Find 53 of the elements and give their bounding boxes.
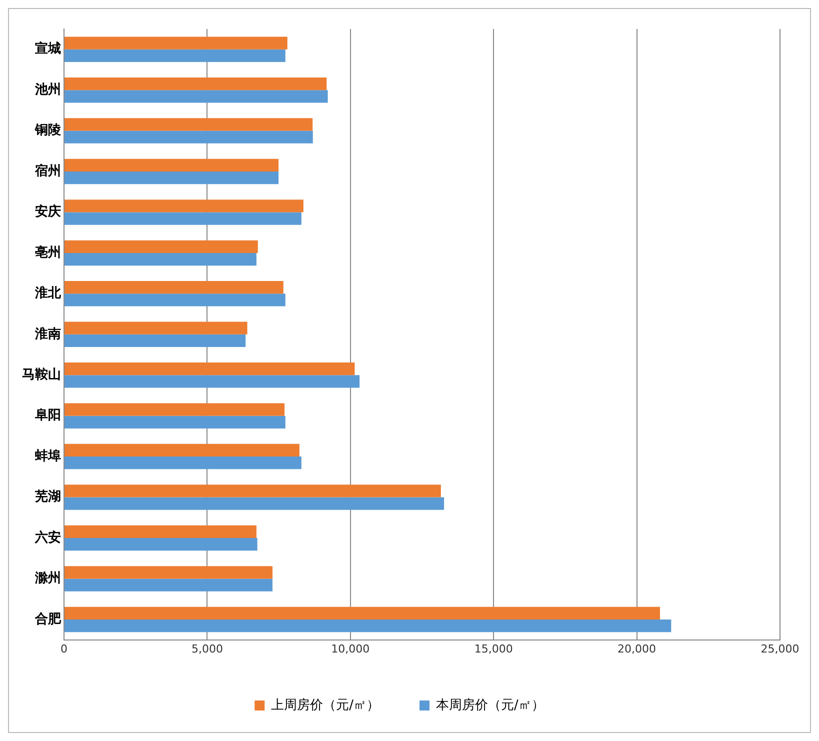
bar [64, 118, 313, 131]
bar [64, 334, 246, 348]
bar [64, 130, 313, 144]
x-tick-label: 20,000 [618, 642, 656, 656]
y-tick-label: 池州 [34, 82, 61, 98]
y-tick-label: 铜陵 [34, 123, 62, 138]
bar [64, 484, 441, 498]
bar [64, 281, 284, 294]
bar [64, 456, 302, 470]
y-tick-label: 淮南 [34, 326, 61, 342]
bar [64, 444, 300, 457]
bar [64, 158, 279, 172]
y-tick-label: 蚌埠 [34, 448, 61, 464]
bar [64, 294, 286, 306]
bar [64, 172, 279, 184]
y-tick-label: 安庆 [35, 204, 61, 220]
legend-label: 本周房价（元/㎡） [436, 696, 544, 713]
bar [64, 90, 328, 103]
bar [64, 375, 360, 388]
y-tick-label: 亳州 [35, 244, 61, 260]
bar [64, 252, 256, 266]
legend-label: 上周房价（元/㎡） [271, 696, 380, 713]
bar [64, 200, 304, 212]
x-tick-label: 0 [60, 642, 68, 656]
y-tick-label: 滁州 [34, 571, 61, 586]
y-tick-label: 芜湖 [34, 488, 61, 505]
bar [64, 578, 272, 592]
bar [64, 240, 258, 253]
y-tick-label: 马鞍山 [22, 366, 61, 382]
bar [64, 416, 286, 428]
bar [64, 362, 355, 376]
y-tick-label: 淮北 [34, 285, 62, 302]
bar [64, 322, 248, 334]
y-tick-label: 六安 [34, 529, 61, 546]
bar [64, 606, 660, 620]
x-tick-label: 5,000 [191, 642, 223, 656]
bar [64, 403, 285, 416]
x-tick-label: 10,000 [331, 642, 370, 656]
bar [64, 497, 444, 510]
y-tick-label: 宿州 [34, 162, 61, 179]
bar [64, 538, 258, 551]
y-tick-label: 合肥 [34, 610, 62, 627]
bar [64, 36, 288, 50]
bar [64, 525, 256, 538]
bar [64, 49, 286, 62]
bar [64, 566, 272, 579]
y-tick-label: 阜阳 [34, 408, 61, 424]
x-tick-label: 15,000 [474, 642, 513, 656]
y-tick-label: 宣城 [35, 40, 61, 57]
x-tick-label: 25,000 [760, 642, 800, 656]
bar [64, 212, 302, 225]
bar [64, 619, 672, 632]
bar [64, 77, 327, 90]
